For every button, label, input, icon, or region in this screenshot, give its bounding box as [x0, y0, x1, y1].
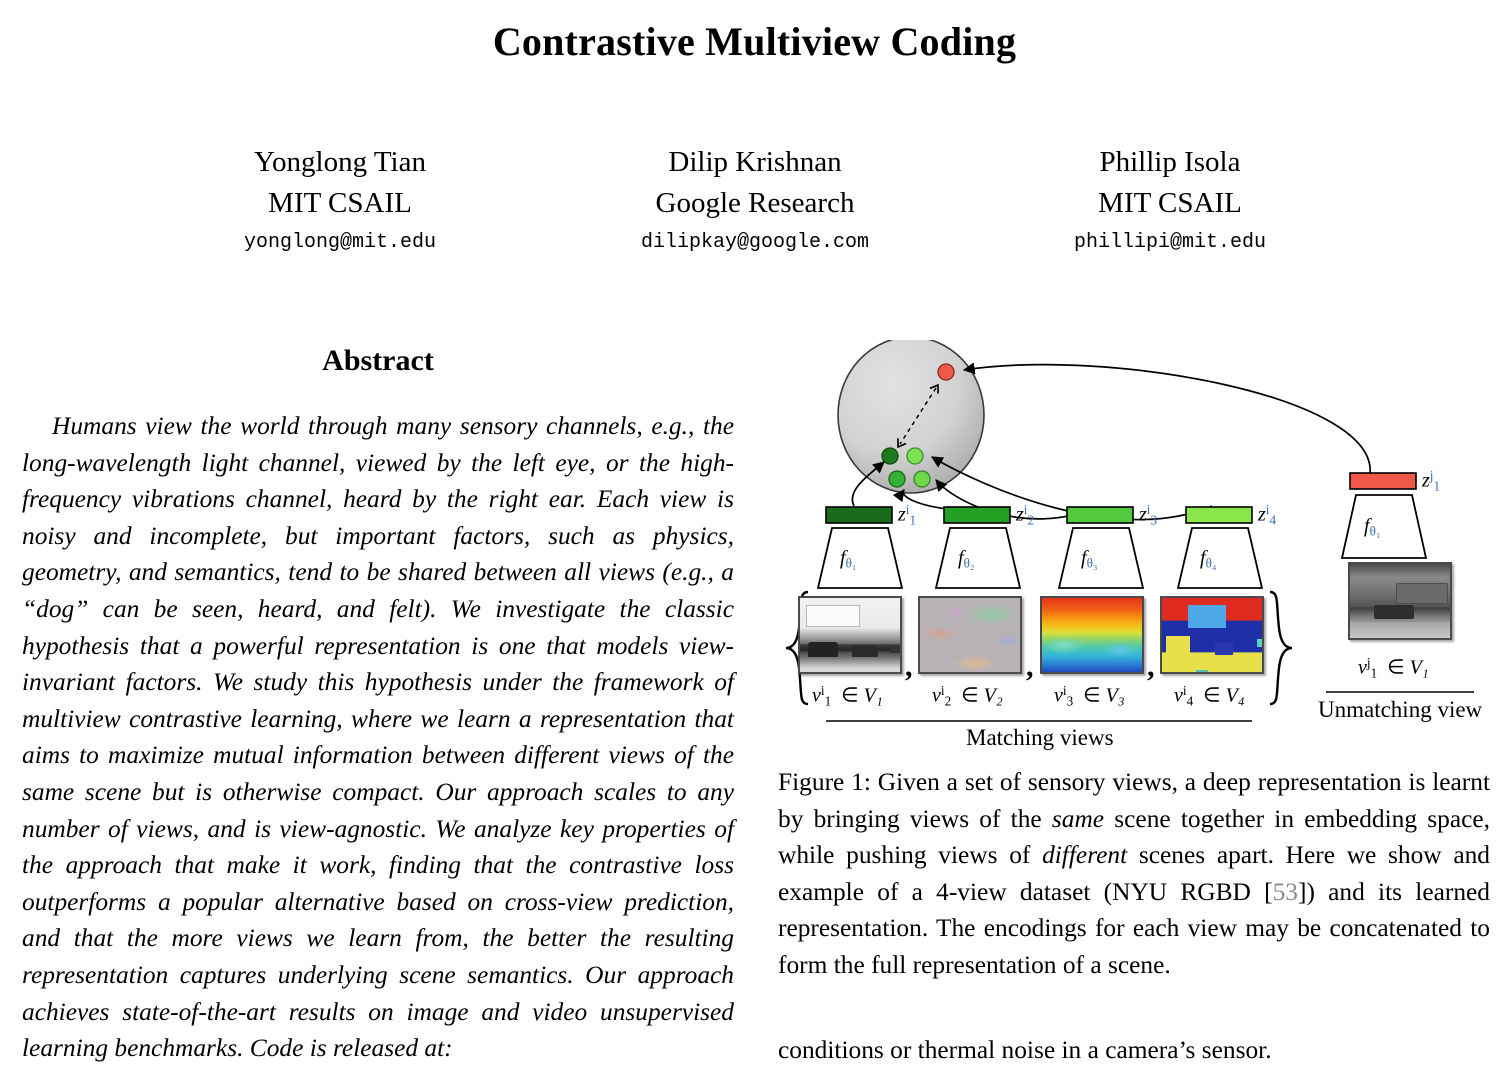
- figure-column: , , , zi1 zi2 zi3 zi4 zj1 fθ₁ fθ₂ fθ₃ fθ…: [778, 340, 1490, 983]
- z-label-unmatching: zj1: [1422, 468, 1441, 494]
- author-name: Yonglong Tian: [254, 146, 426, 178]
- abstract-column: Abstract Humans view the world through m…: [22, 344, 734, 1067]
- view-thumbnail-depth: [1040, 596, 1144, 674]
- author-name: Dilip Krishnan: [668, 146, 842, 178]
- positive-embedding-dot: [906, 447, 924, 465]
- z-label-3: zi3: [1139, 502, 1158, 528]
- caption-emphasis-same: same: [1051, 804, 1105, 833]
- author-entry: Dilip Krishnan Google Research dilipkay@…: [565, 142, 945, 260]
- z-bar-4: [1185, 506, 1253, 524]
- thumbnail-separator-comma: ,: [1147, 650, 1155, 683]
- view-label-2: vi2 ∈ V₂: [932, 683, 1003, 709]
- author-affiliation: MIT CSAIL: [1098, 187, 1242, 219]
- z-label-2: zi2: [1016, 502, 1035, 528]
- matching-views-label: Matching views: [966, 725, 1114, 750]
- positive-embedding-dot: [888, 470, 906, 488]
- encoder-trapezoid-3: [1057, 527, 1145, 589]
- view-thumbnail-chrominance: [918, 596, 1022, 674]
- encoder-label-2: fθ₂: [958, 547, 975, 571]
- author-email[interactable]: yonglong@mit.edu: [243, 231, 437, 254]
- view-thumbnail-unmatching-room: [1348, 562, 1452, 640]
- thumbnail-separator-comma: ,: [1026, 650, 1034, 683]
- abstract-text: Humans view the world through many senso…: [22, 408, 734, 1067]
- view-label-3: vi3 ∈ V₃: [1054, 683, 1125, 709]
- author-affiliation: Google Research: [655, 187, 855, 219]
- page-title: Contrastive Multiview Coding: [492, 19, 1017, 64]
- negative-embedding-dot: [937, 363, 955, 381]
- repulsion-arrow: [897, 383, 939, 449]
- figure-diagram: [785, 340, 1474, 722]
- unmatching-view-label: Unmatching view: [1318, 697, 1483, 722]
- z-bar-2: [943, 506, 1011, 524]
- z-label-1: zi1: [898, 502, 917, 528]
- view-label-1: vi1 ∈ V₁: [812, 683, 883, 709]
- caption-part-1: Given a set of sensory views, a deep rep…: [778, 768, 1490, 833]
- encoder-trapezoid-unmatching: [1340, 494, 1428, 559]
- author-email[interactable]: dilipkay@google.com: [640, 231, 870, 254]
- encoder-label-3: fθ₃: [1081, 547, 1098, 571]
- author-email[interactable]: phillipi@mit.edu: [1073, 231, 1267, 254]
- caption-prefix: Figure 1:: [778, 768, 871, 796]
- encoder-trapezoid-1: [816, 527, 904, 589]
- view-label-unmatching: vj1 ∈ V₁: [1358, 655, 1429, 681]
- embedding-arrow-negative: [962, 362, 1371, 475]
- positive-embedding-dot: [881, 447, 899, 465]
- figure-1: , , , zi1 zi2 zi3 zi4 zj1 fθ₁ fθ₂ fθ₃ fθ…: [778, 340, 1490, 750]
- z-bar-1: [825, 506, 893, 524]
- author-name: Phillip Isola: [1099, 146, 1241, 178]
- embedding-arrow-1: [851, 461, 885, 507]
- author-entry: Phillip Isola MIT CSAIL phillipi@mit.edu: [980, 142, 1360, 260]
- abstract-heading: Abstract: [322, 344, 434, 377]
- z-bar-3: [1066, 506, 1134, 524]
- author-entry: Yonglong Tian MIT CSAIL yonglong@mit.edu: [150, 142, 530, 260]
- view-label-4: vi4 ∈ V₄: [1174, 683, 1245, 709]
- embedding-arrow-4: [930, 456, 1213, 521]
- caption-emphasis-different: different: [1042, 841, 1128, 869]
- encoder-trapezoid-4: [1176, 527, 1264, 589]
- author-affiliation: MIT CSAIL: [268, 187, 412, 219]
- body-text-continued: conditions or thermal noise in a camera’…: [778, 1036, 1272, 1064]
- thumbnail-separator-comma: ,: [905, 650, 913, 683]
- abstract-paragraph: Humans view the world through many senso…: [22, 412, 734, 1063]
- encoder-label-4: fθ₄: [1200, 547, 1217, 571]
- view-thumbnail-luminance: [798, 596, 902, 674]
- caption-part-2: scene together in embedding space, while…: [778, 804, 1490, 870]
- figure-caption: Figure 1: Given a set of sensory views, …: [778, 764, 1490, 983]
- encoder-label-1: fθ₁: [840, 547, 857, 571]
- encoder-label-unmatching: fθ₁: [1364, 515, 1381, 539]
- citation-link-53[interactable]: 53: [1272, 877, 1298, 906]
- caption-part-3: scenes apart. Here we show and example o…: [778, 841, 1490, 906]
- z-bar-unmatching: [1349, 472, 1417, 490]
- author-block: Yonglong Tian MIT CSAIL yonglong@mit.edu…: [150, 142, 1360, 260]
- matching-brace-right: [1269, 590, 1293, 706]
- z-label-4: zi4: [1258, 502, 1277, 528]
- encoder-trapezoid-2: [934, 527, 1022, 589]
- embedding-sphere: [837, 340, 985, 494]
- positive-embedding-dot: [913, 470, 931, 488]
- caption-part-4: ]) and its learned representation. The e…: [778, 877, 1491, 979]
- view-thumbnail-segmentation: [1160, 596, 1264, 674]
